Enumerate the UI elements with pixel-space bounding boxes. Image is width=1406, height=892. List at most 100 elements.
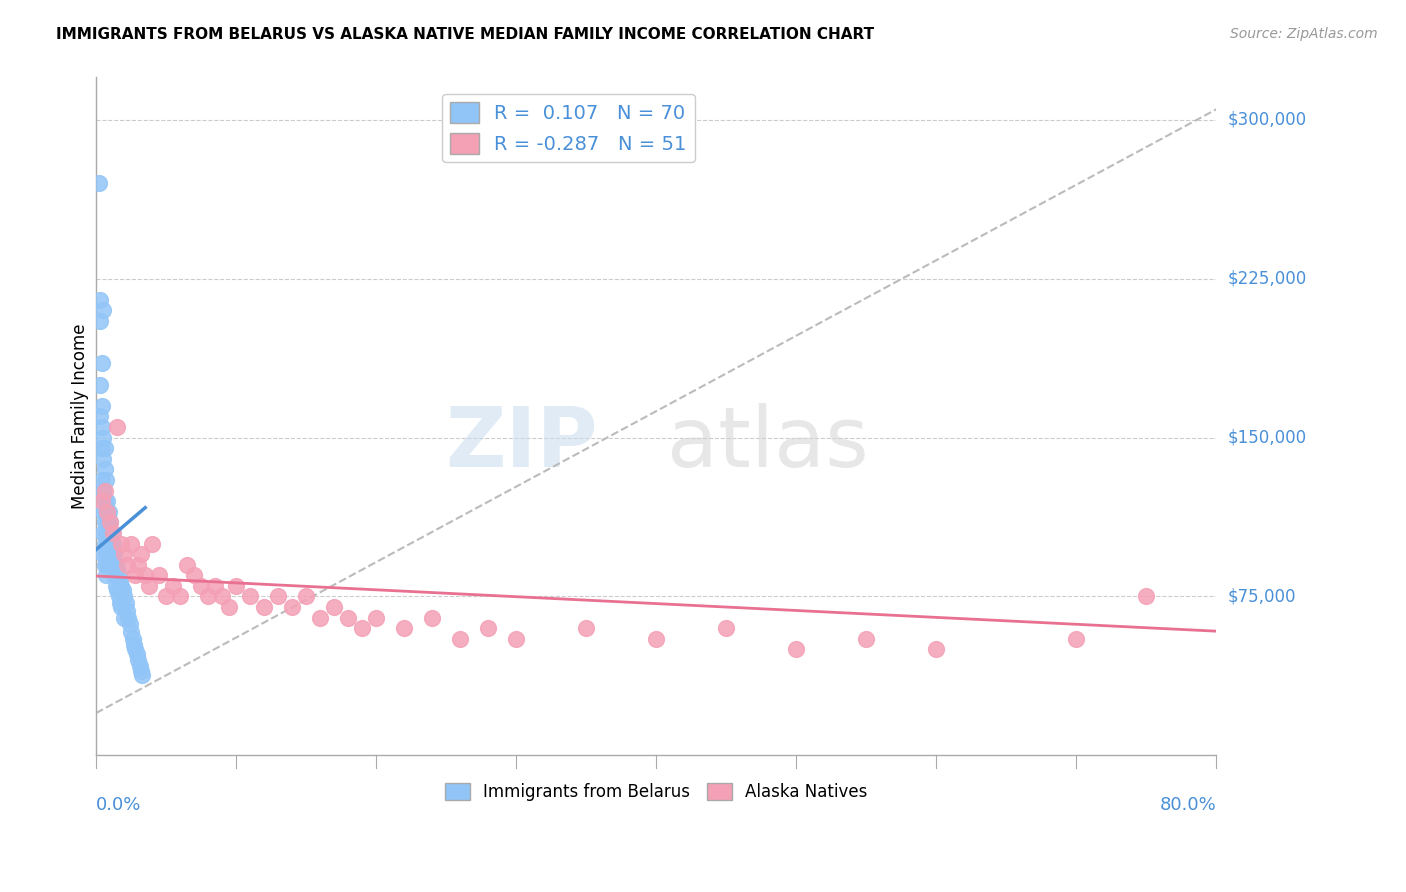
Point (104, 579, 127, 593)
Point (129, 547, 152, 561)
Point (115, 558, 138, 572)
Point (91, 525, 114, 540)
Point (218, 600, 240, 615)
Point (98, 516, 121, 530)
Point (93, 483, 115, 498)
Point (141, 536, 163, 550)
Point (111, 583, 134, 598)
Point (90, 494, 112, 508)
Point (90, 399, 112, 413)
Point (91, 431, 114, 445)
Point (89, 293, 111, 307)
Point (96, 516, 118, 530)
Point (449, 632, 471, 646)
Point (176, 558, 198, 572)
Point (114, 596, 136, 610)
Point (97, 505, 120, 519)
Point (855, 632, 877, 646)
Point (477, 621, 499, 635)
Y-axis label: Median Family Income: Median Family Income (72, 324, 89, 509)
Point (94, 505, 117, 519)
Point (122, 638, 145, 652)
Text: $150,000: $150,000 (1227, 428, 1306, 447)
Point (253, 600, 276, 615)
Point (785, 642, 807, 657)
Point (645, 632, 668, 646)
Point (93, 536, 115, 550)
Point (101, 525, 124, 540)
Point (103, 547, 125, 561)
Point (239, 590, 262, 604)
Point (129, 664, 152, 678)
Point (1135, 590, 1157, 604)
Point (575, 621, 598, 635)
Point (90, 420, 112, 434)
Text: $225,000: $225,000 (1227, 269, 1308, 288)
Point (155, 590, 177, 604)
Point (101, 536, 124, 550)
Point (716, 621, 738, 635)
Text: atlas: atlas (668, 403, 869, 484)
Point (93, 516, 115, 530)
Point (94, 525, 117, 540)
Point (183, 568, 205, 582)
Point (91, 505, 114, 519)
Legend: Immigrants from Belarus, Alaska Natives: Immigrants from Belarus, Alaska Natives (439, 777, 875, 808)
Point (93, 558, 115, 572)
Point (97, 525, 120, 540)
Point (295, 590, 318, 604)
Point (100, 525, 122, 540)
Point (352, 621, 374, 635)
Point (97, 547, 120, 561)
Point (108, 574, 131, 589)
Point (96, 494, 118, 508)
Point (103, 568, 125, 582)
Point (107, 590, 129, 604)
Point (91, 451, 114, 466)
Point (134, 568, 156, 582)
Point (394, 621, 416, 635)
Point (112, 610, 135, 624)
Point (94, 547, 117, 561)
Point (197, 590, 219, 604)
Point (93, 462, 115, 476)
Point (309, 610, 332, 624)
Point (91, 303, 114, 318)
Text: ZIP: ZIP (446, 403, 598, 484)
Text: $300,000: $300,000 (1227, 111, 1306, 128)
Point (100, 547, 122, 561)
Point (112, 547, 135, 561)
Point (101, 558, 124, 572)
Point (127, 558, 149, 572)
Point (225, 579, 247, 593)
Point (89, 409, 111, 424)
Text: Source: ZipAtlas.com: Source: ZipAtlas.com (1230, 27, 1378, 41)
Point (124, 568, 146, 582)
Point (91, 483, 114, 498)
Point (211, 590, 233, 604)
Point (91, 547, 114, 561)
Point (115, 604, 138, 618)
Point (138, 579, 160, 593)
Text: 80.0%: 80.0% (1160, 796, 1216, 814)
Point (96, 558, 118, 572)
Point (108, 596, 131, 610)
Point (925, 642, 948, 657)
Text: 0.0%: 0.0% (96, 796, 142, 814)
Point (128, 659, 150, 673)
Point (148, 568, 170, 582)
Point (120, 625, 142, 640)
Point (94, 473, 117, 487)
Point (118, 617, 141, 632)
Point (89, 377, 111, 392)
Point (110, 600, 132, 615)
Point (121, 632, 143, 646)
Point (90, 356, 112, 370)
Point (323, 600, 346, 615)
Point (110, 579, 132, 593)
Point (104, 558, 127, 572)
Point (94, 568, 117, 582)
Point (96, 536, 118, 550)
Point (125, 647, 148, 661)
Point (120, 536, 142, 550)
